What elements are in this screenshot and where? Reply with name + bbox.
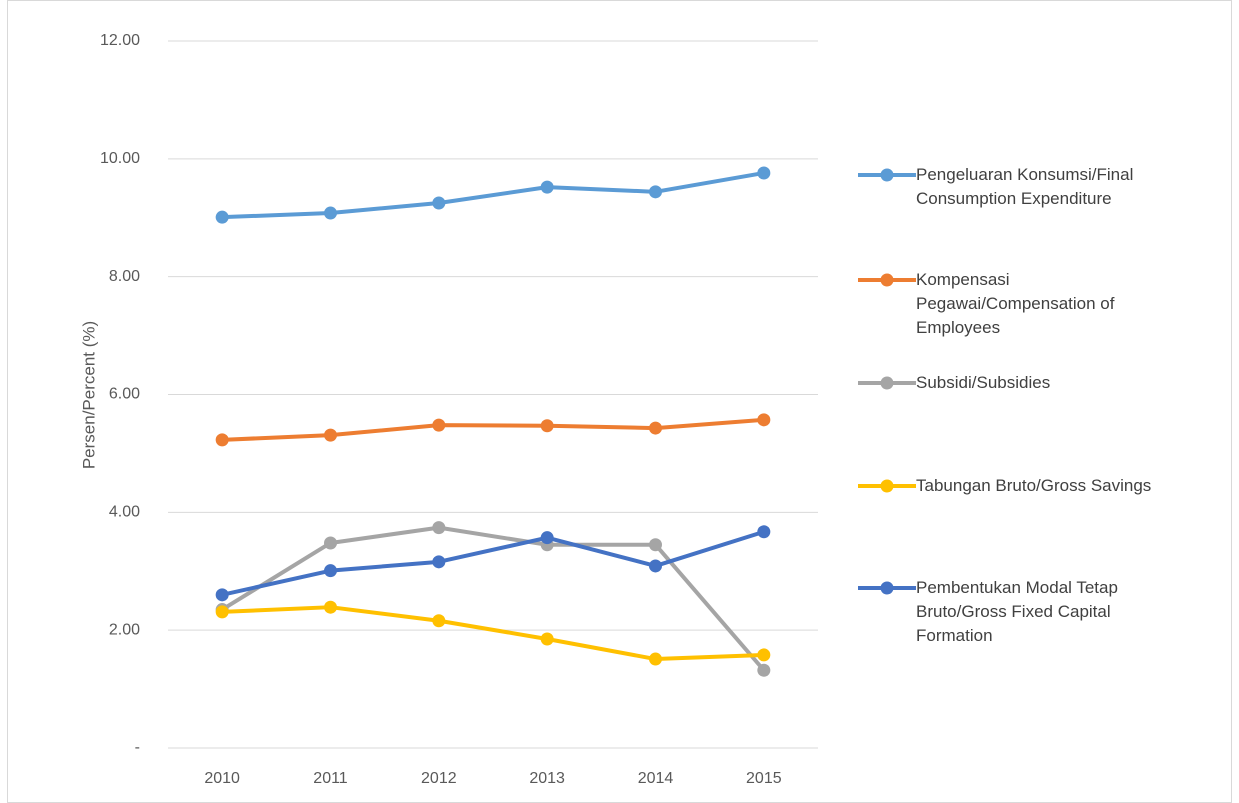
- data-point: [649, 559, 662, 573]
- data-point: [540, 632, 554, 646]
- data-point: [432, 418, 446, 432]
- y-tick-label: 4.00: [109, 504, 140, 521]
- legend-item: Kompensasi Pegawai/Compensation of Emplo…: [858, 268, 1198, 340]
- legend-item: Pembentukan Modal Tetap Bruto/Gross Fixe…: [858, 576, 1198, 648]
- data-point: [757, 166, 771, 180]
- legend-label: Pembentukan Modal Tetap Bruto/Gross Fixe…: [916, 578, 1118, 645]
- y-tick-label: 2.00: [109, 621, 140, 638]
- data-point: [324, 600, 337, 614]
- y-tick-label: 8.00: [109, 268, 140, 285]
- data-point: [324, 536, 337, 550]
- legend-marker: [880, 479, 894, 493]
- legend-swatch: [858, 581, 916, 595]
- data-point: [432, 196, 446, 210]
- data-point: [757, 648, 771, 662]
- data-point: [432, 521, 446, 535]
- data-point: [432, 555, 446, 569]
- data-point: [540, 180, 554, 194]
- data-point: [324, 428, 337, 442]
- x-tick-label: 2013: [529, 770, 565, 787]
- x-tick-label: 2010: [204, 770, 240, 787]
- data-point: [540, 419, 554, 433]
- x-tick-label: 2012: [421, 770, 457, 787]
- legend-label: Tabungan Bruto/Gross Savings: [916, 476, 1152, 495]
- data-point: [649, 421, 662, 435]
- legend-marker: [880, 376, 894, 390]
- x-tick-label: 2011: [313, 770, 348, 787]
- legend-item: Pengeluaran Konsumsi/Final Consumption E…: [858, 163, 1198, 211]
- y-tick-label: 6.00: [109, 386, 140, 403]
- legend-marker: [880, 581, 894, 595]
- data-point: [649, 538, 662, 552]
- legend-label: Subsidi/Subsidies: [916, 373, 1051, 392]
- data-point: [757, 413, 771, 427]
- series-line: [221, 525, 766, 672]
- legend-swatch: [858, 168, 916, 182]
- series-line: [222, 605, 764, 662]
- data-point: [540, 531, 554, 545]
- legend-marker: [880, 273, 894, 287]
- data-point: [757, 525, 771, 539]
- legend-label: Pengeluaran Konsumsi/Final Consumption E…: [916, 165, 1134, 208]
- series-line: [221, 529, 765, 597]
- y-tick-label: -: [135, 739, 140, 756]
- data-point: [215, 605, 229, 619]
- series-line: [222, 417, 764, 442]
- chart-border: [7, 0, 1232, 803]
- y-tick-label: 10.00: [100, 150, 140, 167]
- legend-swatch: [858, 376, 916, 390]
- legend-swatch: [858, 479, 916, 493]
- y-axis-label: Persen/Percent (%): [79, 321, 98, 469]
- data-point: [432, 614, 446, 628]
- x-tick-label: 2015: [746, 770, 782, 787]
- data-point: [649, 185, 662, 199]
- series-line: [222, 171, 765, 220]
- legend-label: Kompensasi Pegawai/Compensation of Emplo…: [916, 270, 1115, 337]
- legend-marker: [880, 168, 894, 182]
- data-point: [215, 588, 229, 602]
- x-tick-label: 2014: [638, 770, 674, 787]
- data-point: [649, 652, 662, 666]
- legend-swatch: [858, 273, 916, 287]
- data-point: [215, 210, 229, 224]
- data-point: [324, 564, 337, 578]
- legend-item: Tabungan Bruto/Gross Savings: [858, 474, 1198, 498]
- y-tick-label: 12.00: [100, 32, 140, 49]
- legend-item: Subsidi/Subsidies: [858, 371, 1198, 395]
- data-point: [324, 206, 337, 220]
- data-point: [215, 433, 229, 447]
- data-point: [757, 663, 771, 677]
